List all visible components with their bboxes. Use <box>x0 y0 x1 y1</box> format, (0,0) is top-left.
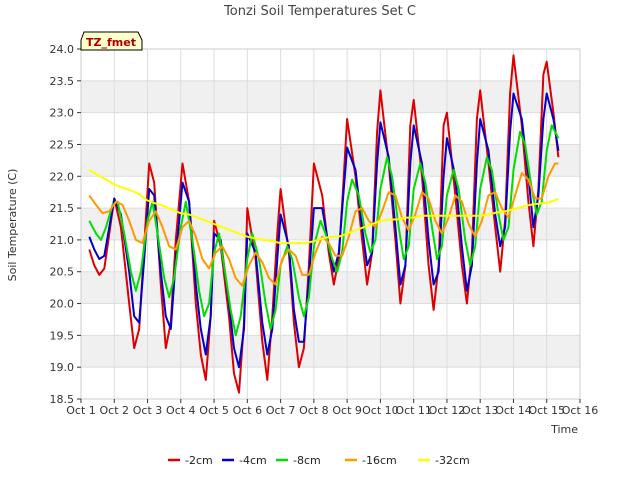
x-tick-label: Oct 13 <box>462 404 499 417</box>
series-line-minus-32cm <box>88 169 559 245</box>
x-tick-label: Oct 1 <box>66 404 96 417</box>
plot-area-frame <box>80 48 581 400</box>
legend-label: -32cm <box>435 454 470 467</box>
x-tick-label: Oct 10 <box>362 404 399 417</box>
x-tick-label: Oct 8 <box>299 404 329 417</box>
y-tick-label: 21.0 <box>50 234 75 247</box>
x-tick-label: Oct 15 <box>528 404 565 417</box>
series-line-minus-16cm <box>88 162 559 287</box>
x-tick-label: Oct 12 <box>429 404 466 417</box>
series-line-minus-4cm <box>88 92 560 369</box>
station-badge: TZ_fmet <box>80 31 143 51</box>
x-tick-label: Oct 14 <box>495 404 532 417</box>
x-tick-label: Oct 6 <box>233 404 263 417</box>
y-tick-label: 22.5 <box>50 138 75 151</box>
series-lines <box>88 54 560 394</box>
chart-title: Tonzi Soil Temperatures Set C <box>223 4 416 19</box>
y-axis-label: Soil Temperature (C) <box>6 169 19 282</box>
x-tick-label: Oct 2 <box>100 404 130 417</box>
plot-band <box>81 112 580 145</box>
y-tick-label: 20.0 <box>50 298 75 311</box>
y-axis-ticks: 18.5 19.0 19.5 20.0 20.5 21.0 21.5 22.0 22.5 23.0… <box>50 43 81 406</box>
x-tick-label: Oct 16 <box>562 404 599 417</box>
legend-label: -2cm <box>185 454 213 467</box>
legend: -2cm -4cm -8cm -16cm -32cm <box>168 454 470 467</box>
plot-band <box>81 367 580 399</box>
badge-shape <box>80 31 143 51</box>
plot-band <box>81 271 580 304</box>
legend-label: -8cm <box>293 454 321 467</box>
plot-band <box>81 49 580 81</box>
series-line-minus-8cm <box>88 124 560 337</box>
x-tick-label: Oct 4 <box>166 404 196 417</box>
plot-band <box>81 80 580 113</box>
x-tick-label: Oct 3 <box>133 404 163 417</box>
y-tick-label: 22.0 <box>50 170 75 183</box>
x-axis-ticks: Oct 1 Oct 2 Oct 3 Oct 4 Oct 5 Oct 6 Oct 7 Oct 8… <box>66 399 598 417</box>
badge-label: TZ_fmet <box>86 36 136 49</box>
plot-band <box>81 303 580 336</box>
y-tick-label: 18.5 <box>50 393 75 406</box>
y-tick-label: 24.0 <box>50 43 75 56</box>
y-tick-label: 19.0 <box>50 361 75 374</box>
x-tick-label: Oct 9 <box>332 404 362 417</box>
y-tick-label: 19.5 <box>50 329 75 342</box>
y-tick-label: 20.5 <box>50 266 75 279</box>
x-axis-label: Time <box>550 423 578 436</box>
y-tick-label: 23.5 <box>50 75 75 88</box>
x-tick-label: Oct 11 <box>395 404 432 417</box>
legend-label: -4cm <box>239 454 267 467</box>
x-tick-label: Oct 7 <box>266 404 296 417</box>
y-tick-label: 21.5 <box>50 202 75 215</box>
y-tick-label: 23.0 <box>50 107 75 120</box>
plot-band <box>81 144 580 177</box>
plot-band <box>81 335 580 368</box>
legend-label: -16cm <box>362 454 397 467</box>
x-tick-label: Oct 5 <box>199 404 229 417</box>
